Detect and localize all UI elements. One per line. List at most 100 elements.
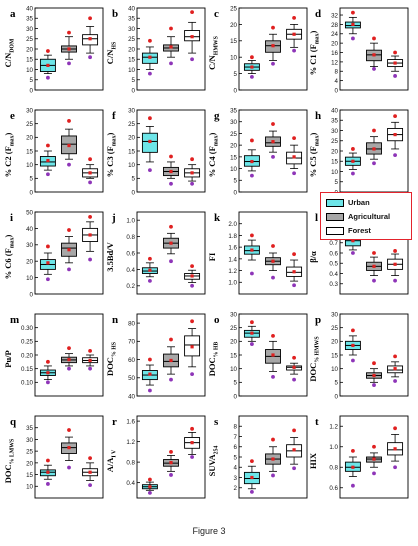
y-tick-label: 20 bbox=[230, 22, 237, 29]
y-tick-label: 1.2 bbox=[126, 439, 135, 446]
y-tick-label: 25 bbox=[230, 131, 237, 138]
mean-marker bbox=[88, 171, 92, 175]
y-axis-label-main: FI bbox=[207, 252, 217, 261]
y-tick-label: 0 bbox=[132, 87, 136, 94]
y-tick-label: 5 bbox=[30, 176, 34, 183]
panel-letter: q bbox=[10, 416, 17, 428]
min-marker bbox=[169, 259, 173, 264]
mean-marker bbox=[190, 274, 194, 278]
min-marker bbox=[351, 483, 355, 488]
box-forest bbox=[387, 114, 404, 158]
max-marker bbox=[393, 114, 397, 119]
y-axis-label: SUVA254 bbox=[207, 446, 220, 477]
y-tick-label: 0.6 bbox=[126, 250, 135, 257]
max-marker bbox=[393, 249, 397, 253]
y-tick-label: 40 bbox=[128, 5, 135, 12]
min-marker bbox=[250, 74, 254, 79]
y-tick-label: 5 bbox=[335, 179, 339, 186]
min-marker bbox=[372, 383, 376, 387]
min-marker bbox=[169, 61, 173, 66]
mean-marker bbox=[372, 457, 376, 461]
y-tick-label: 35 bbox=[230, 107, 237, 114]
box-urban bbox=[141, 256, 158, 283]
y-tick-label: 1.8 bbox=[228, 233, 237, 240]
y-tick-label: 20 bbox=[331, 339, 338, 346]
y-tick-label: 30 bbox=[128, 26, 135, 33]
y-axis-label-sub: 254 bbox=[214, 446, 220, 455]
mean-marker bbox=[351, 465, 355, 469]
y-tick-label: 10 bbox=[230, 166, 237, 173]
max-marker bbox=[271, 122, 275, 126]
box-urban bbox=[39, 143, 56, 177]
y-tick-label: 20 bbox=[331, 148, 338, 155]
mean-marker bbox=[169, 358, 173, 363]
panel-j: 0.2 0.4 0.6 0.8 1.0 j 3.5Bd/V bbox=[105, 211, 206, 295]
y-tick-label: 0.8 bbox=[329, 465, 338, 472]
y-tick-label: 0.2 bbox=[126, 283, 135, 290]
mean-marker bbox=[190, 35, 194, 39]
box-urban bbox=[344, 10, 361, 41]
max-marker bbox=[372, 36, 376, 41]
y-axis-label-main: C/N bbox=[207, 54, 217, 70]
mean-marker bbox=[250, 159, 254, 164]
mean-marker bbox=[46, 261, 50, 265]
y-tick-label: 0 bbox=[30, 87, 34, 94]
max-marker bbox=[292, 252, 296, 257]
y-tick-label: 25 bbox=[128, 36, 135, 43]
mean-marker bbox=[67, 446, 71, 450]
mean-marker bbox=[148, 268, 152, 272]
mean-marker bbox=[372, 264, 376, 268]
y-axis-label-main: DOC bbox=[3, 464, 13, 483]
mean-marker bbox=[67, 248, 71, 252]
legend-swatch-urban bbox=[326, 198, 344, 207]
mean-marker bbox=[250, 248, 254, 252]
mean-marker bbox=[46, 158, 50, 163]
y-tick-label: 2.0 bbox=[228, 221, 237, 228]
legend: Urban Agricultural Forest bbox=[320, 192, 412, 240]
min-marker bbox=[271, 374, 275, 379]
box-forest bbox=[387, 249, 404, 283]
y-tick-label: 16 bbox=[331, 50, 338, 57]
y-axis-label-sub: % HS bbox=[112, 342, 118, 357]
box-urban bbox=[141, 116, 158, 173]
box-forest bbox=[286, 252, 303, 288]
min-marker bbox=[67, 366, 71, 371]
panel-n: 40 50 60 70 80 n DOC% HS bbox=[105, 313, 206, 400]
min-marker bbox=[372, 471, 376, 476]
y-axis-label-close: ) bbox=[3, 133, 13, 136]
y-tick-label: 80 bbox=[128, 321, 135, 328]
mean-marker bbox=[46, 63, 50, 67]
max-marker bbox=[67, 30, 71, 35]
plot-frame bbox=[339, 7, 409, 91]
min-marker bbox=[372, 278, 376, 283]
mean-marker bbox=[169, 45, 173, 49]
box-agricultural bbox=[61, 30, 77, 66]
mean-marker bbox=[292, 448, 296, 452]
mean-marker bbox=[169, 169, 173, 174]
max-marker bbox=[67, 119, 71, 123]
y-tick-label: 25 bbox=[230, 5, 237, 12]
plot-frame bbox=[339, 415, 409, 499]
box-agricultural bbox=[163, 26, 179, 66]
max-marker bbox=[351, 147, 355, 151]
box-urban bbox=[141, 357, 158, 393]
box-agricultural bbox=[366, 128, 382, 166]
y-axis-label-sub: max bbox=[214, 135, 220, 146]
box-forest bbox=[184, 157, 201, 186]
y-axis-label-sub: HMWS bbox=[214, 36, 220, 55]
min-marker bbox=[292, 377, 296, 382]
y-tick-label: 1.0 bbox=[329, 444, 338, 451]
box-agricultural bbox=[163, 224, 179, 264]
y-tick-label: 0.10 bbox=[21, 380, 34, 387]
y-axis-label-sub: max bbox=[112, 135, 118, 146]
min-marker bbox=[292, 48, 296, 53]
y-axis-label: Pu/P bbox=[3, 350, 13, 367]
max-marker bbox=[169, 26, 173, 31]
min-marker bbox=[88, 366, 92, 371]
y-tick-label: 30 bbox=[331, 311, 338, 318]
min-marker bbox=[148, 168, 152, 173]
y-axis-label-main: β/α bbox=[308, 251, 318, 263]
panel-letter: t bbox=[315, 416, 319, 428]
min-marker bbox=[46, 380, 50, 385]
min-marker bbox=[250, 173, 254, 178]
